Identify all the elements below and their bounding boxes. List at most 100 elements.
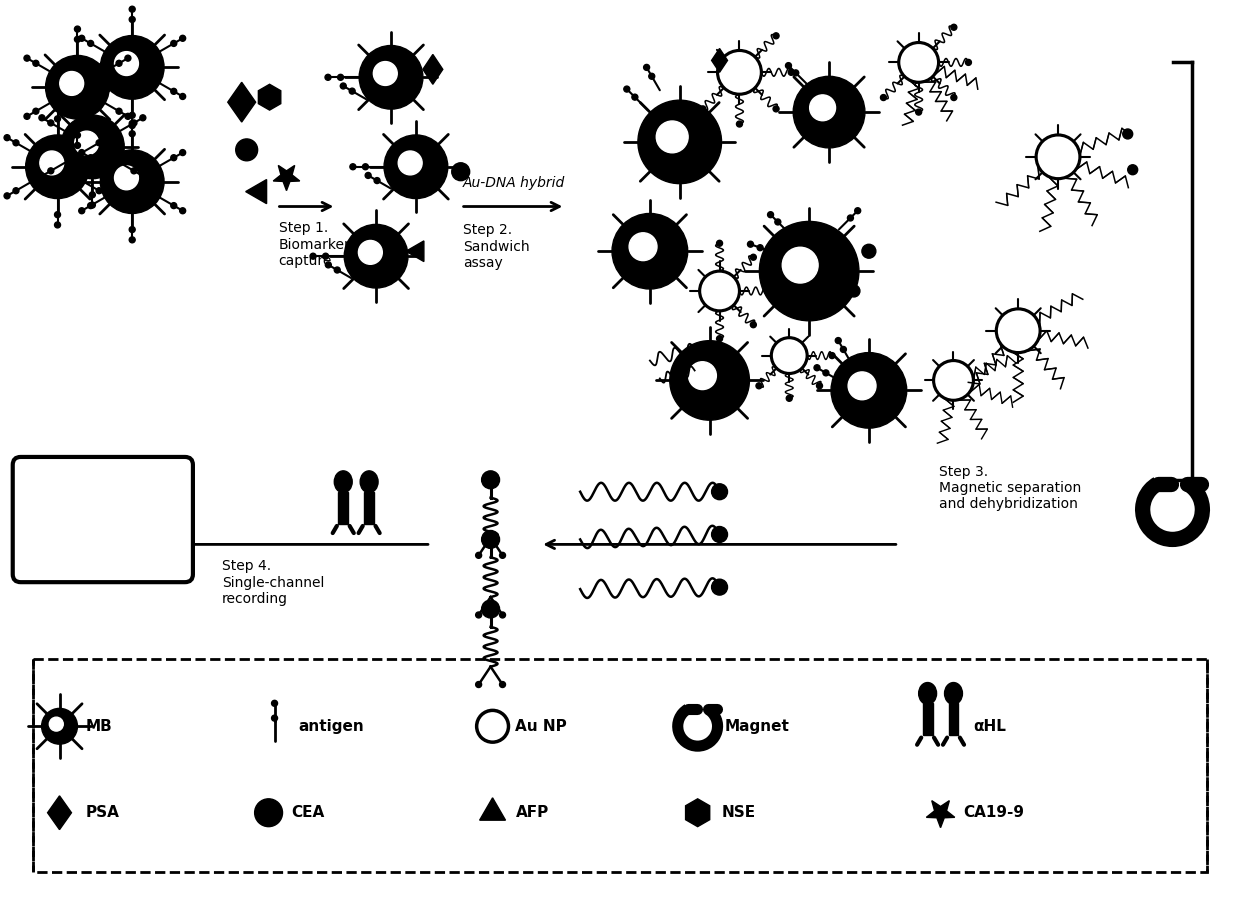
Circle shape [129, 227, 135, 232]
Circle shape [848, 372, 875, 400]
Polygon shape [246, 179, 267, 204]
Circle shape [40, 151, 63, 175]
Circle shape [88, 88, 93, 94]
Circle shape [624, 86, 630, 92]
Circle shape [951, 94, 957, 100]
Circle shape [748, 241, 754, 248]
Circle shape [481, 530, 500, 548]
Circle shape [24, 113, 30, 119]
Circle shape [272, 715, 278, 721]
Text: αHL: αHL [973, 718, 1007, 734]
Circle shape [105, 135, 112, 141]
Circle shape [131, 120, 136, 126]
Circle shape [89, 96, 95, 102]
Circle shape [48, 168, 53, 174]
FancyArrowPatch shape [350, 526, 353, 533]
Circle shape [476, 612, 481, 618]
Circle shape [398, 151, 422, 175]
Circle shape [38, 173, 45, 179]
Circle shape [61, 115, 124, 179]
Bar [339, 492, 348, 524]
Circle shape [46, 56, 109, 119]
Circle shape [97, 187, 102, 194]
Circle shape [836, 337, 841, 344]
Circle shape [129, 120, 135, 126]
Circle shape [335, 267, 340, 273]
Circle shape [129, 16, 135, 22]
Circle shape [12, 140, 19, 146]
Circle shape [500, 682, 506, 687]
FancyArrowPatch shape [960, 737, 963, 745]
Circle shape [816, 383, 822, 388]
Circle shape [129, 6, 135, 13]
Circle shape [644, 65, 650, 70]
Text: Simultaneous
quantification
of DNA probes: Simultaneous quantification of DNA probe… [41, 494, 164, 544]
Circle shape [688, 361, 717, 389]
Polygon shape [686, 799, 709, 827]
Circle shape [500, 553, 506, 558]
Circle shape [236, 139, 258, 161]
Text: AFP: AFP [516, 806, 549, 820]
Circle shape [670, 341, 749, 420]
Circle shape [89, 192, 95, 197]
Polygon shape [228, 83, 255, 122]
Circle shape [322, 253, 329, 259]
Circle shape [79, 93, 84, 100]
Circle shape [33, 60, 38, 66]
Circle shape [50, 718, 63, 731]
Circle shape [140, 115, 146, 121]
Circle shape [325, 262, 331, 268]
Circle shape [792, 70, 799, 76]
Circle shape [854, 208, 861, 213]
Text: CEA: CEA [291, 806, 325, 820]
Circle shape [500, 612, 506, 618]
Circle shape [813, 365, 820, 370]
Circle shape [38, 115, 45, 121]
Circle shape [768, 212, 774, 218]
Circle shape [699, 106, 706, 112]
Circle shape [129, 237, 135, 243]
Circle shape [74, 132, 81, 138]
Ellipse shape [919, 683, 936, 704]
Text: NSE: NSE [722, 806, 755, 820]
Circle shape [12, 187, 19, 194]
FancyBboxPatch shape [12, 457, 193, 582]
Circle shape [340, 83, 346, 89]
Circle shape [632, 94, 637, 100]
Circle shape [712, 483, 728, 500]
Circle shape [360, 46, 423, 109]
Circle shape [325, 74, 331, 81]
Text: Magnet: Magnet [724, 718, 790, 734]
Circle shape [764, 288, 770, 294]
Circle shape [171, 203, 177, 209]
Circle shape [823, 370, 828, 376]
FancyBboxPatch shape [32, 658, 1208, 873]
Circle shape [613, 213, 688, 289]
Circle shape [129, 123, 135, 128]
Circle shape [862, 244, 875, 258]
Circle shape [775, 219, 781, 225]
Text: Step 1.
Biomarker
capture: Step 1. Biomarker capture [279, 222, 350, 268]
Circle shape [373, 62, 397, 85]
Circle shape [24, 56, 30, 61]
Circle shape [48, 120, 53, 126]
Circle shape [125, 113, 131, 119]
Polygon shape [405, 241, 424, 262]
Circle shape [476, 682, 481, 687]
Circle shape [773, 106, 779, 112]
Circle shape [637, 100, 722, 184]
Text: Step 3.
Magnetic separation
and dehybridization: Step 3. Magnetic separation and dehybrid… [939, 465, 1081, 511]
Circle shape [786, 396, 792, 401]
Circle shape [100, 36, 164, 100]
Polygon shape [47, 796, 72, 830]
Circle shape [254, 799, 283, 827]
Circle shape [717, 335, 723, 342]
FancyArrowPatch shape [934, 737, 939, 745]
Circle shape [789, 69, 794, 75]
Circle shape [476, 553, 481, 558]
Circle shape [794, 76, 864, 148]
Circle shape [272, 701, 278, 706]
Circle shape [712, 527, 728, 543]
Circle shape [810, 95, 836, 121]
Circle shape [337, 74, 343, 81]
